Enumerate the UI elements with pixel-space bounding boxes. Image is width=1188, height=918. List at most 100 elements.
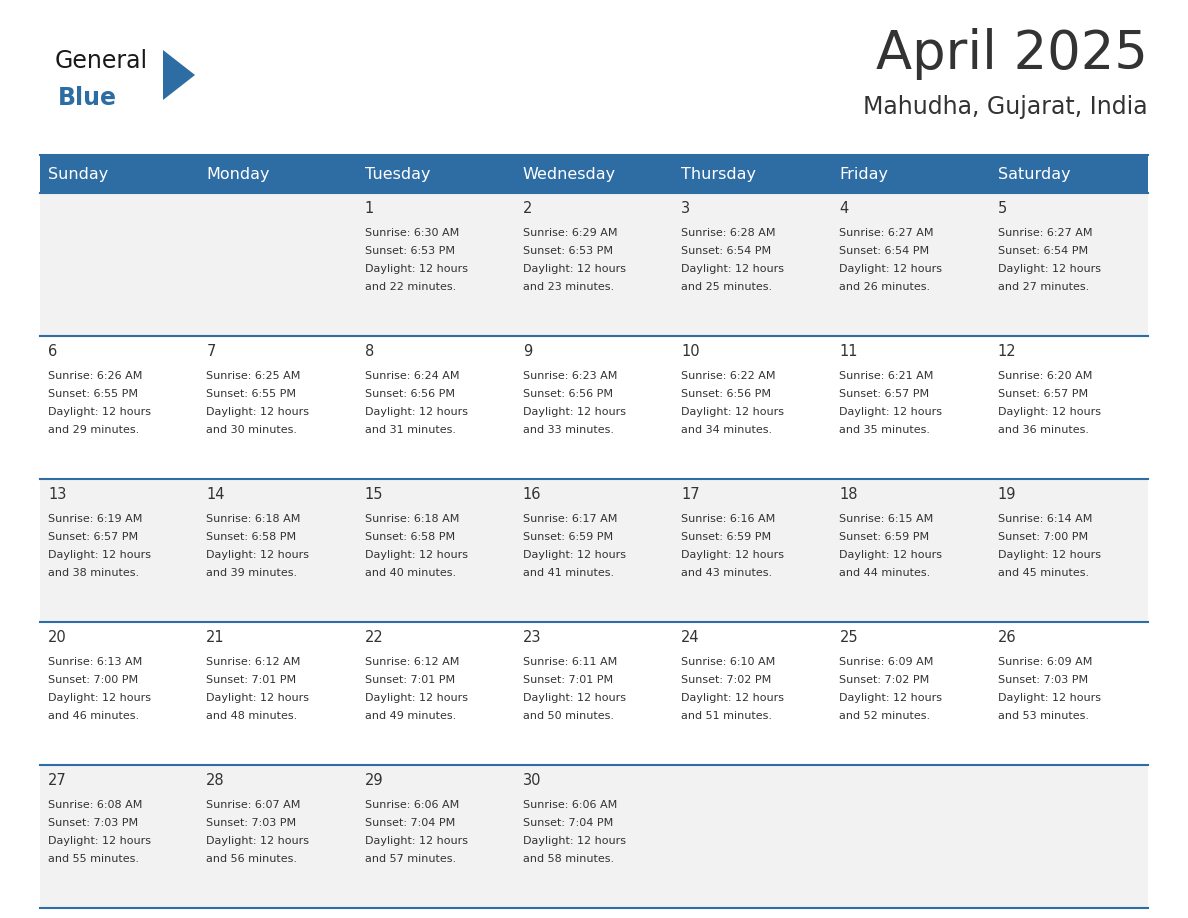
Text: Sunset: 6:57 PM: Sunset: 6:57 PM <box>48 532 138 542</box>
Text: Sunset: 7:00 PM: Sunset: 7:00 PM <box>998 532 1088 542</box>
Text: Daylight: 12 hours: Daylight: 12 hours <box>840 550 942 560</box>
Text: Daylight: 12 hours: Daylight: 12 hours <box>998 693 1101 703</box>
Text: and 26 minutes.: and 26 minutes. <box>840 282 930 292</box>
Text: 9: 9 <box>523 344 532 359</box>
Text: and 40 minutes.: and 40 minutes. <box>365 568 456 578</box>
Text: Daylight: 12 hours: Daylight: 12 hours <box>998 550 1101 560</box>
Text: and 39 minutes.: and 39 minutes. <box>207 568 297 578</box>
Text: Sunset: 6:54 PM: Sunset: 6:54 PM <box>998 246 1088 256</box>
Text: 25: 25 <box>840 630 858 645</box>
Text: April 2025: April 2025 <box>876 28 1148 80</box>
Text: 13: 13 <box>48 487 67 502</box>
Text: Daylight: 12 hours: Daylight: 12 hours <box>207 836 309 846</box>
Text: 15: 15 <box>365 487 383 502</box>
Text: Sunrise: 6:13 AM: Sunrise: 6:13 AM <box>48 657 143 667</box>
Text: Sunset: 6:58 PM: Sunset: 6:58 PM <box>365 532 455 542</box>
Text: and 50 minutes.: and 50 minutes. <box>523 711 614 721</box>
Text: Sunset: 6:57 PM: Sunset: 6:57 PM <box>998 389 1088 399</box>
Text: Sunset: 6:53 PM: Sunset: 6:53 PM <box>365 246 455 256</box>
Text: Sunrise: 6:06 AM: Sunrise: 6:06 AM <box>365 800 459 810</box>
Text: Sunset: 7:04 PM: Sunset: 7:04 PM <box>523 818 613 828</box>
Text: 11: 11 <box>840 344 858 359</box>
Text: and 25 minutes.: and 25 minutes. <box>681 282 772 292</box>
Text: Daylight: 12 hours: Daylight: 12 hours <box>523 693 626 703</box>
Text: Daylight: 12 hours: Daylight: 12 hours <box>998 407 1101 417</box>
Text: and 35 minutes.: and 35 minutes. <box>840 425 930 435</box>
Text: and 44 minutes.: and 44 minutes. <box>840 568 930 578</box>
Text: Sunrise: 6:18 AM: Sunrise: 6:18 AM <box>365 514 459 524</box>
Text: and 45 minutes.: and 45 minutes. <box>998 568 1089 578</box>
Text: 20: 20 <box>48 630 67 645</box>
Text: Daylight: 12 hours: Daylight: 12 hours <box>48 550 151 560</box>
Text: and 31 minutes.: and 31 minutes. <box>365 425 455 435</box>
Text: 23: 23 <box>523 630 542 645</box>
Text: Tuesday: Tuesday <box>365 166 430 182</box>
Text: Sunrise: 6:22 AM: Sunrise: 6:22 AM <box>681 371 776 381</box>
Text: Sunset: 7:01 PM: Sunset: 7:01 PM <box>365 675 455 685</box>
Text: Sunset: 7:04 PM: Sunset: 7:04 PM <box>365 818 455 828</box>
Text: Sunset: 6:54 PM: Sunset: 6:54 PM <box>840 246 929 256</box>
Text: 4: 4 <box>840 201 848 216</box>
Text: Sunset: 6:57 PM: Sunset: 6:57 PM <box>840 389 929 399</box>
Text: Daylight: 12 hours: Daylight: 12 hours <box>840 407 942 417</box>
Text: 26: 26 <box>998 630 1017 645</box>
Text: and 43 minutes.: and 43 minutes. <box>681 568 772 578</box>
Text: 3: 3 <box>681 201 690 216</box>
Text: 1: 1 <box>365 201 374 216</box>
Text: Sunrise: 6:09 AM: Sunrise: 6:09 AM <box>840 657 934 667</box>
Text: Daylight: 12 hours: Daylight: 12 hours <box>207 693 309 703</box>
Text: 7: 7 <box>207 344 216 359</box>
Text: and 52 minutes.: and 52 minutes. <box>840 711 930 721</box>
Text: and 53 minutes.: and 53 minutes. <box>998 711 1088 721</box>
Text: Daylight: 12 hours: Daylight: 12 hours <box>207 407 309 417</box>
Text: Daylight: 12 hours: Daylight: 12 hours <box>523 264 626 274</box>
Text: and 22 minutes.: and 22 minutes. <box>365 282 456 292</box>
Text: 18: 18 <box>840 487 858 502</box>
Text: Sunrise: 6:15 AM: Sunrise: 6:15 AM <box>840 514 934 524</box>
Text: and 41 minutes.: and 41 minutes. <box>523 568 614 578</box>
Text: and 58 minutes.: and 58 minutes. <box>523 854 614 864</box>
Text: Sunset: 6:56 PM: Sunset: 6:56 PM <box>681 389 771 399</box>
Text: Sunrise: 6:11 AM: Sunrise: 6:11 AM <box>523 657 617 667</box>
Text: Daylight: 12 hours: Daylight: 12 hours <box>523 836 626 846</box>
Text: Sunrise: 6:27 AM: Sunrise: 6:27 AM <box>840 228 934 238</box>
Text: Sunrise: 6:07 AM: Sunrise: 6:07 AM <box>207 800 301 810</box>
Text: Sunset: 7:01 PM: Sunset: 7:01 PM <box>523 675 613 685</box>
Text: Sunset: 7:00 PM: Sunset: 7:00 PM <box>48 675 138 685</box>
Text: Sunrise: 6:10 AM: Sunrise: 6:10 AM <box>681 657 776 667</box>
Text: 12: 12 <box>998 344 1017 359</box>
Text: 16: 16 <box>523 487 542 502</box>
Text: Sunrise: 6:27 AM: Sunrise: 6:27 AM <box>998 228 1092 238</box>
Text: Daylight: 12 hours: Daylight: 12 hours <box>998 264 1101 274</box>
Text: Sunrise: 6:29 AM: Sunrise: 6:29 AM <box>523 228 618 238</box>
Text: 28: 28 <box>207 773 225 788</box>
Text: 24: 24 <box>681 630 700 645</box>
Text: Daylight: 12 hours: Daylight: 12 hours <box>365 407 468 417</box>
Text: and 48 minutes.: and 48 minutes. <box>207 711 297 721</box>
Text: Sunrise: 6:08 AM: Sunrise: 6:08 AM <box>48 800 143 810</box>
Text: Friday: Friday <box>840 166 889 182</box>
Text: and 38 minutes.: and 38 minutes. <box>48 568 139 578</box>
Text: Daylight: 12 hours: Daylight: 12 hours <box>365 264 468 274</box>
Text: and 46 minutes.: and 46 minutes. <box>48 711 139 721</box>
Text: Sunday: Sunday <box>48 166 108 182</box>
Text: Sunset: 6:54 PM: Sunset: 6:54 PM <box>681 246 771 256</box>
Text: Sunrise: 6:06 AM: Sunrise: 6:06 AM <box>523 800 617 810</box>
Text: 2: 2 <box>523 201 532 216</box>
Text: Wednesday: Wednesday <box>523 166 617 182</box>
Text: 10: 10 <box>681 344 700 359</box>
Text: Sunrise: 6:19 AM: Sunrise: 6:19 AM <box>48 514 143 524</box>
Text: Sunrise: 6:23 AM: Sunrise: 6:23 AM <box>523 371 618 381</box>
Text: Sunrise: 6:09 AM: Sunrise: 6:09 AM <box>998 657 1092 667</box>
Text: Sunrise: 6:16 AM: Sunrise: 6:16 AM <box>681 514 776 524</box>
Text: and 23 minutes.: and 23 minutes. <box>523 282 614 292</box>
Text: Sunset: 6:59 PM: Sunset: 6:59 PM <box>523 532 613 542</box>
Text: 21: 21 <box>207 630 225 645</box>
Text: and 55 minutes.: and 55 minutes. <box>48 854 139 864</box>
Text: Sunset: 6:55 PM: Sunset: 6:55 PM <box>207 389 296 399</box>
Text: Thursday: Thursday <box>681 166 756 182</box>
Text: Daylight: 12 hours: Daylight: 12 hours <box>48 836 151 846</box>
Text: Daylight: 12 hours: Daylight: 12 hours <box>365 836 468 846</box>
Text: Sunrise: 6:20 AM: Sunrise: 6:20 AM <box>998 371 1092 381</box>
Text: and 33 minutes.: and 33 minutes. <box>523 425 614 435</box>
